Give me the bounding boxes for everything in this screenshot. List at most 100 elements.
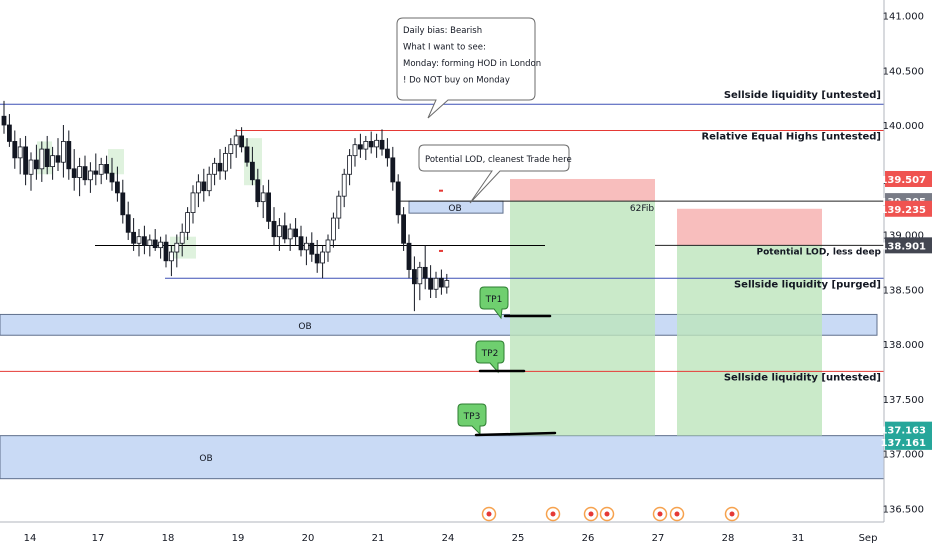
candle-body	[347, 155, 353, 175]
candle-body	[374, 139, 380, 148]
price-marker-background	[885, 237, 932, 254]
price-tick-label: 136.500	[883, 504, 924, 515]
candle-body	[82, 166, 88, 181]
take-profit-mark	[474, 431, 557, 437]
price-marker-label: 137.161	[880, 438, 926, 449]
candle-body	[39, 148, 45, 170]
candle-body	[433, 277, 439, 290]
price-marker-label: 139.235	[880, 205, 926, 216]
event-icon-dot	[729, 511, 735, 517]
candle-body	[174, 242, 180, 253]
candle-body	[50, 155, 55, 168]
price-marker-background	[885, 200, 932, 217]
candle-body	[201, 181, 207, 192]
time-tick-label: 21	[372, 533, 385, 544]
price-tick-label: 140.500	[883, 66, 924, 77]
candle-body	[260, 192, 266, 203]
candle-body	[401, 214, 407, 244]
candle-body	[303, 242, 309, 251]
candle-body	[244, 146, 250, 163]
time-tick-label: 17	[92, 533, 105, 544]
take-profit-badge	[457, 403, 487, 436]
candle-body	[417, 266, 423, 285]
candle-body	[222, 153, 228, 172]
candle-body	[98, 164, 104, 175]
candle-body	[158, 241, 164, 249]
take-profit-badge	[479, 286, 509, 320]
level-label: Sellside liquidity [untested]	[724, 90, 881, 101]
candle-body	[28, 159, 34, 175]
candle-body	[249, 161, 255, 181]
order-block-zone	[0, 313, 878, 336]
order-block-label: OB	[298, 322, 311, 332]
candle-body	[7, 124, 12, 142]
price-marker-background	[885, 421, 932, 438]
candle-body	[428, 277, 434, 290]
position-risk-zone	[677, 208, 822, 246]
price-tick-label: 137.500	[883, 395, 924, 406]
event-icon-dot	[588, 511, 594, 517]
price-marker-label: 138.901	[880, 241, 926, 252]
candle-body	[309, 242, 315, 255]
candle-body	[255, 179, 261, 203]
candle-body	[93, 170, 99, 175]
price-tick-label: 138.000	[883, 340, 924, 351]
candle-body	[379, 139, 385, 150]
fib-label: 62Fib	[630, 204, 654, 214]
price-tick-label: 141.000	[883, 12, 924, 23]
event-icon-dot	[604, 511, 610, 517]
candle-body	[12, 141, 18, 159]
candle-body	[71, 168, 77, 178]
candle-body	[152, 239, 158, 249]
candle-body	[271, 220, 277, 238]
event-icon-dot	[486, 511, 492, 517]
candle-body	[368, 141, 374, 148]
price-marker-label: 139.507	[880, 175, 926, 186]
candle-body	[179, 231, 185, 244]
time-tick-label: 27	[652, 533, 665, 544]
price-tick-label: 137.000	[883, 450, 924, 461]
position-risk-zone	[510, 178, 655, 202]
event-icon-dot	[657, 511, 663, 517]
candle-body	[239, 135, 245, 148]
candle-body	[190, 192, 196, 213]
candle-body	[363, 141, 369, 150]
candle-body	[115, 181, 120, 194]
time-tick-label: 24	[442, 533, 455, 544]
candle-body	[357, 144, 363, 150]
time-tick-label: 19	[232, 533, 245, 544]
candle-body	[131, 231, 137, 244]
bias-callout-line: What I want to see:	[403, 43, 486, 53]
candle-body	[276, 225, 282, 238]
candle-body	[1, 115, 7, 126]
candle-body	[287, 228, 293, 240]
time-tick-label: 14	[24, 533, 37, 544]
time-tick-label: 31	[792, 533, 805, 544]
take-profit-label: TP3	[463, 412, 481, 422]
candle-body	[77, 166, 82, 178]
lod-callout-text: Potential LOD, cleanest Trade here	[425, 155, 572, 165]
take-profit-label: TP2	[481, 349, 499, 359]
marker	[439, 249, 443, 252]
time-tick-label: 25	[512, 533, 525, 544]
candle-body	[293, 228, 299, 238]
level-label: Sellside liquidity [untested]	[724, 372, 881, 383]
bias-callout-line: ! Do NOT buy on Monday	[403, 76, 510, 86]
candle-body	[185, 212, 191, 233]
candle-body	[320, 251, 326, 264]
level-label: Sellside liquidity [purged]	[734, 279, 881, 290]
candle-body	[55, 155, 61, 163]
candle-body	[341, 173, 347, 197]
position-reward-zone	[510, 201, 655, 436]
take-profit-badge	[475, 340, 505, 374]
price-marker-background	[885, 433, 932, 450]
candle-body	[352, 144, 358, 157]
event-icon-dot	[550, 511, 556, 517]
bias-callout-line: Daily bias: Bearish	[403, 26, 482, 36]
candle-body	[125, 214, 131, 233]
candle-body	[282, 225, 288, 240]
lod-callout	[418, 144, 570, 204]
candle-body	[141, 236, 147, 246]
